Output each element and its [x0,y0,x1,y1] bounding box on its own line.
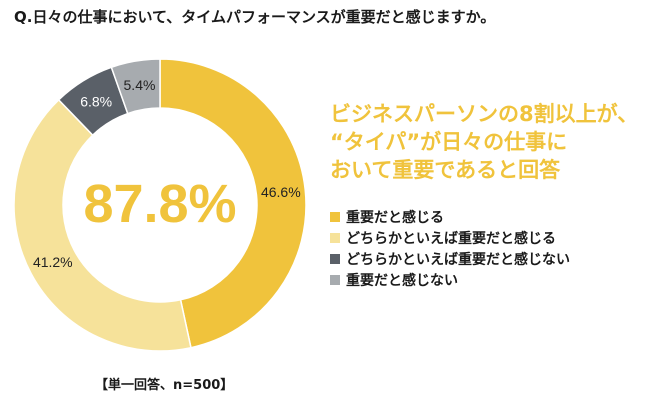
headline: ビジネスパーソンの8割以上が、 “タイパ”が日々の仕事に おいて重要であると回答 [330,100,640,184]
slice-value-label: 46.6% [261,184,301,200]
legend-label: どちらかといえば重要だと感じない [346,251,570,268]
legend-item: どちらかといえば重要だと感じない [330,248,570,269]
legend-label: 重要だと感じない [346,272,458,289]
legend: 重要だと感じる どちらかといえば重要だと感じる どちらかといえば重要だと感じない… [330,206,570,290]
slice-value-label: 5.4% [124,77,156,93]
legend-swatch [330,232,340,243]
legend-label: 重要だと感じる [346,209,444,226]
headline-line-2: “タイパ”が日々の仕事に [330,130,568,154]
headline-line-3: おいて重要であると回答 [330,158,561,182]
slice-value-label: 41.2% [33,254,73,270]
slice-value-label: 6.8% [80,94,112,110]
donut-slice [13,98,192,352]
slice-labels: 46.6% 41.2% 6.8% 5.4% [33,77,301,270]
legend-swatch [330,211,340,222]
donut-slice [110,58,161,115]
legend-label: どちらかといえば重要だと感じる [346,230,556,247]
legend-item: 重要だと感じない [330,269,570,290]
donut-slice [159,58,307,349]
legend-swatch [330,253,340,264]
donut-slices [13,58,307,352]
legend-item: 重要だと感じる [330,206,570,227]
headline-line-1: ビジネスパーソンの8割以上が、 [330,102,639,126]
center-percentage: 87.8% [83,174,236,234]
legend-swatch [330,274,340,285]
question-title: Q.日々の仕事において、タイムパフォーマンスが重要だと感じますか。 [14,8,496,26]
legend-item: どちらかといえば重要だと感じる [330,227,570,248]
footnote: 【単一回答、n=500】 [95,378,234,393]
